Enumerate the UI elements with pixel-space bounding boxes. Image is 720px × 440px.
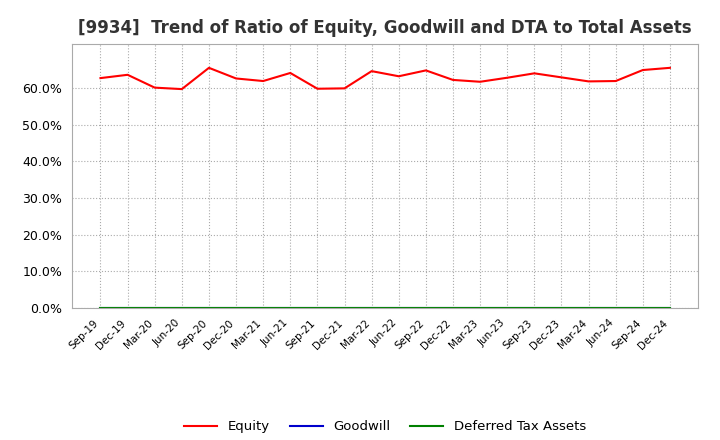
Deferred Tax Assets: [665, 305, 674, 311]
Deferred Tax Assets: [476, 305, 485, 311]
Deferred Tax Assets: [178, 305, 186, 311]
Goodwill: [150, 305, 159, 311]
Equity: [313, 86, 322, 92]
Equity: [204, 65, 213, 70]
Goodwill: [639, 305, 647, 311]
Deferred Tax Assets: [259, 305, 268, 311]
Legend: Equity, Goodwill, Deferred Tax Assets: Equity, Goodwill, Deferred Tax Assets: [179, 415, 591, 439]
Deferred Tax Assets: [449, 305, 457, 311]
Equity: [123, 72, 132, 77]
Deferred Tax Assets: [313, 305, 322, 311]
Goodwill: [341, 305, 349, 311]
Equity: [421, 68, 430, 73]
Goodwill: [449, 305, 457, 311]
Equity: [665, 65, 674, 70]
Deferred Tax Assets: [557, 305, 566, 311]
Equity: [232, 76, 240, 81]
Deferred Tax Assets: [395, 305, 403, 311]
Deferred Tax Assets: [341, 305, 349, 311]
Deferred Tax Assets: [150, 305, 159, 311]
Equity: [367, 69, 376, 74]
Equity: [259, 78, 268, 84]
Equity: [611, 78, 620, 84]
Deferred Tax Assets: [286, 305, 294, 311]
Deferred Tax Assets: [123, 305, 132, 311]
Goodwill: [178, 305, 186, 311]
Deferred Tax Assets: [367, 305, 376, 311]
Goodwill: [123, 305, 132, 311]
Equity: [530, 71, 539, 76]
Line: Equity: Equity: [101, 68, 670, 89]
Equity: [341, 86, 349, 91]
Equity: [395, 73, 403, 79]
Equity: [557, 75, 566, 80]
Equity: [476, 79, 485, 84]
Equity: [150, 85, 159, 90]
Goodwill: [286, 305, 294, 311]
Deferred Tax Assets: [503, 305, 511, 311]
Deferred Tax Assets: [530, 305, 539, 311]
Goodwill: [259, 305, 268, 311]
Title: [9934]  Trend of Ratio of Equity, Goodwill and DTA to Total Assets: [9934] Trend of Ratio of Equity, Goodwil…: [78, 19, 692, 37]
Equity: [286, 70, 294, 76]
Equity: [503, 75, 511, 81]
Goodwill: [204, 305, 213, 311]
Goodwill: [530, 305, 539, 311]
Goodwill: [395, 305, 403, 311]
Deferred Tax Assets: [204, 305, 213, 311]
Deferred Tax Assets: [584, 305, 593, 311]
Equity: [584, 79, 593, 84]
Goodwill: [367, 305, 376, 311]
Goodwill: [503, 305, 511, 311]
Goodwill: [313, 305, 322, 311]
Goodwill: [96, 305, 105, 311]
Equity: [178, 86, 186, 92]
Deferred Tax Assets: [421, 305, 430, 311]
Goodwill: [665, 305, 674, 311]
Deferred Tax Assets: [232, 305, 240, 311]
Goodwill: [476, 305, 485, 311]
Goodwill: [584, 305, 593, 311]
Goodwill: [232, 305, 240, 311]
Deferred Tax Assets: [96, 305, 105, 311]
Goodwill: [421, 305, 430, 311]
Equity: [639, 67, 647, 73]
Goodwill: [557, 305, 566, 311]
Deferred Tax Assets: [611, 305, 620, 311]
Equity: [449, 77, 457, 83]
Equity: [96, 76, 105, 81]
Goodwill: [611, 305, 620, 311]
Deferred Tax Assets: [639, 305, 647, 311]
